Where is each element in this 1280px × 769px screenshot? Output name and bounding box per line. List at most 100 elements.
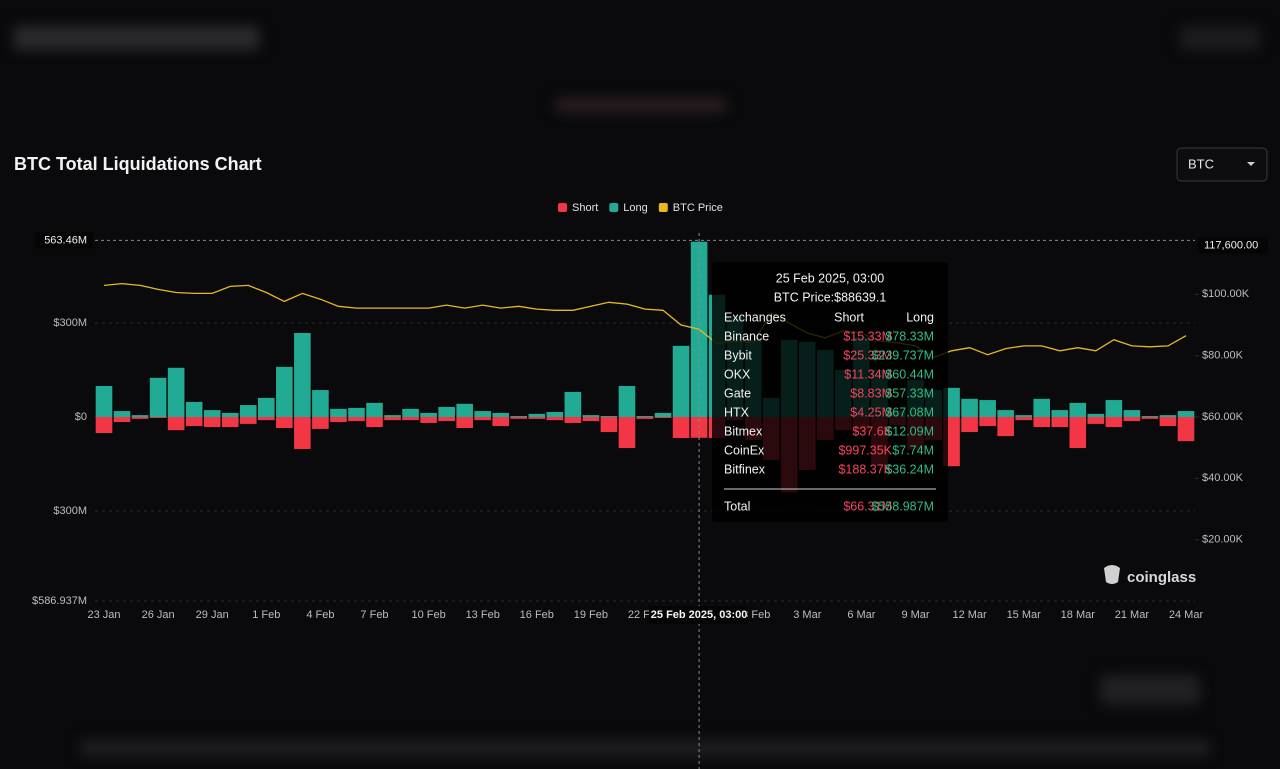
bar [276,417,293,428]
x-tick-label: 1 Feb [252,609,280,621]
plot: $586.937M $300M $0 $300M $20.00K $40.00K $60.0… [32,202,1268,769]
legend-label: Long [623,202,647,214]
x-tick-label: 18 Mar [1061,609,1096,621]
bar [636,417,654,419]
bar [1141,417,1159,419]
x-tick-label: 23 Jan [87,609,120,621]
y2-tick-label: $60.00K [1202,411,1244,423]
bar [167,417,185,431]
tooltip-total: Total [724,499,750,513]
bar [997,417,1014,437]
y-tick-label: $300M [53,317,87,329]
y2-tick-label: $40.00K [1202,472,1244,484]
x-tick-label: 26 Jan [142,609,175,621]
x-tick-label: 10 Feb [411,609,445,621]
bar [672,345,690,417]
x-tick-label: 12 Mar [952,609,987,621]
tooltip-cell: $78.33M [885,329,934,343]
tooltip-cell: $37.6K [852,424,892,438]
x-tick-label: 7 Feb [360,609,388,621]
bar [1159,417,1177,427]
bar [113,411,131,417]
bar [95,417,113,433]
x-tick-label: 21 Mar [1115,609,1150,621]
bar [474,417,491,421]
bar [1105,400,1123,417]
blurred-logo [1100,675,1200,705]
selector-caret[interactable] [1247,162,1255,166]
bar [239,405,257,417]
y-tick-label: $586.937M [32,595,87,607]
tooltip-cell: $57.33M [885,386,934,400]
tooltip-cell: $60.44M [885,367,934,381]
crosshair-y2-label: 117,600.00 [1204,239,1258,251]
bar [600,416,618,417]
bar [203,417,221,428]
bar [1051,410,1069,417]
y2-tick-label: $20.00K [1202,534,1244,546]
bar [185,401,203,417]
legend-label: Short [572,202,598,214]
bar [258,417,275,421]
y2-tick-label: $100.00K [1202,288,1250,300]
bar [1159,415,1177,417]
coin-selector[interactable] [1176,147,1268,182]
chart-title: BTC Total Liquidations Chart [14,154,262,174]
crosshair-y-label: 563.46M [44,234,87,246]
bar [672,417,690,439]
tooltip-cell: $188.37K [838,462,892,476]
bar [1069,402,1087,417]
tooltip-cell: $997.35K [838,443,892,457]
bar [1051,417,1069,428]
bar [618,417,636,449]
bar [961,398,978,417]
bar [131,417,149,419]
bar [1087,417,1105,424]
bar [366,402,383,417]
bar [312,390,329,417]
y-tick-label: $0 [75,411,87,423]
bar [131,415,149,417]
tooltip-subtitle: BTC Price:$88639.1 [774,290,887,304]
y-tick-label: $300M [53,505,87,517]
tooltip-cell: $36.24M [885,462,934,476]
selector-value[interactable]: BTC [1188,156,1214,171]
tooltip-cell: Gate [724,386,751,400]
bar [221,412,239,417]
bar [348,407,365,417]
tooltip-cell: $4.25M [850,405,892,419]
tooltip-cell: $12.09M [885,424,934,438]
bar [1033,417,1051,428]
bar [510,416,528,417]
bar [582,415,600,417]
tooltip-cell: $15.33M [843,329,892,343]
bar [149,417,167,418]
bar [636,416,654,417]
blurred-legend [556,98,726,112]
bar [420,412,437,417]
bar [258,397,275,417]
bar [402,417,419,421]
tooltip-cell: Bitfinex [724,462,766,476]
bar [1141,416,1159,417]
x-tick-label: 4 Feb [306,609,334,621]
bar [492,417,510,427]
bar [979,417,996,427]
bar [528,413,546,417]
crosshair-y2-box [1198,237,1268,254]
bar [294,332,311,417]
crosshair-x-box [649,606,748,624]
tooltip [712,262,948,522]
tooltip-cell: $25.33M [843,348,892,362]
bar [1087,413,1105,417]
tooltip-cell: $67.08M [885,405,934,419]
bar [528,417,546,419]
bar [312,417,329,429]
bar [1015,417,1032,421]
legend-label: BTC Price [673,202,723,214]
blurred-background [14,26,1260,756]
tooltip-cell: HTX [724,405,750,419]
tooltip-cell: $239.737M [871,348,934,362]
bar [582,417,600,422]
